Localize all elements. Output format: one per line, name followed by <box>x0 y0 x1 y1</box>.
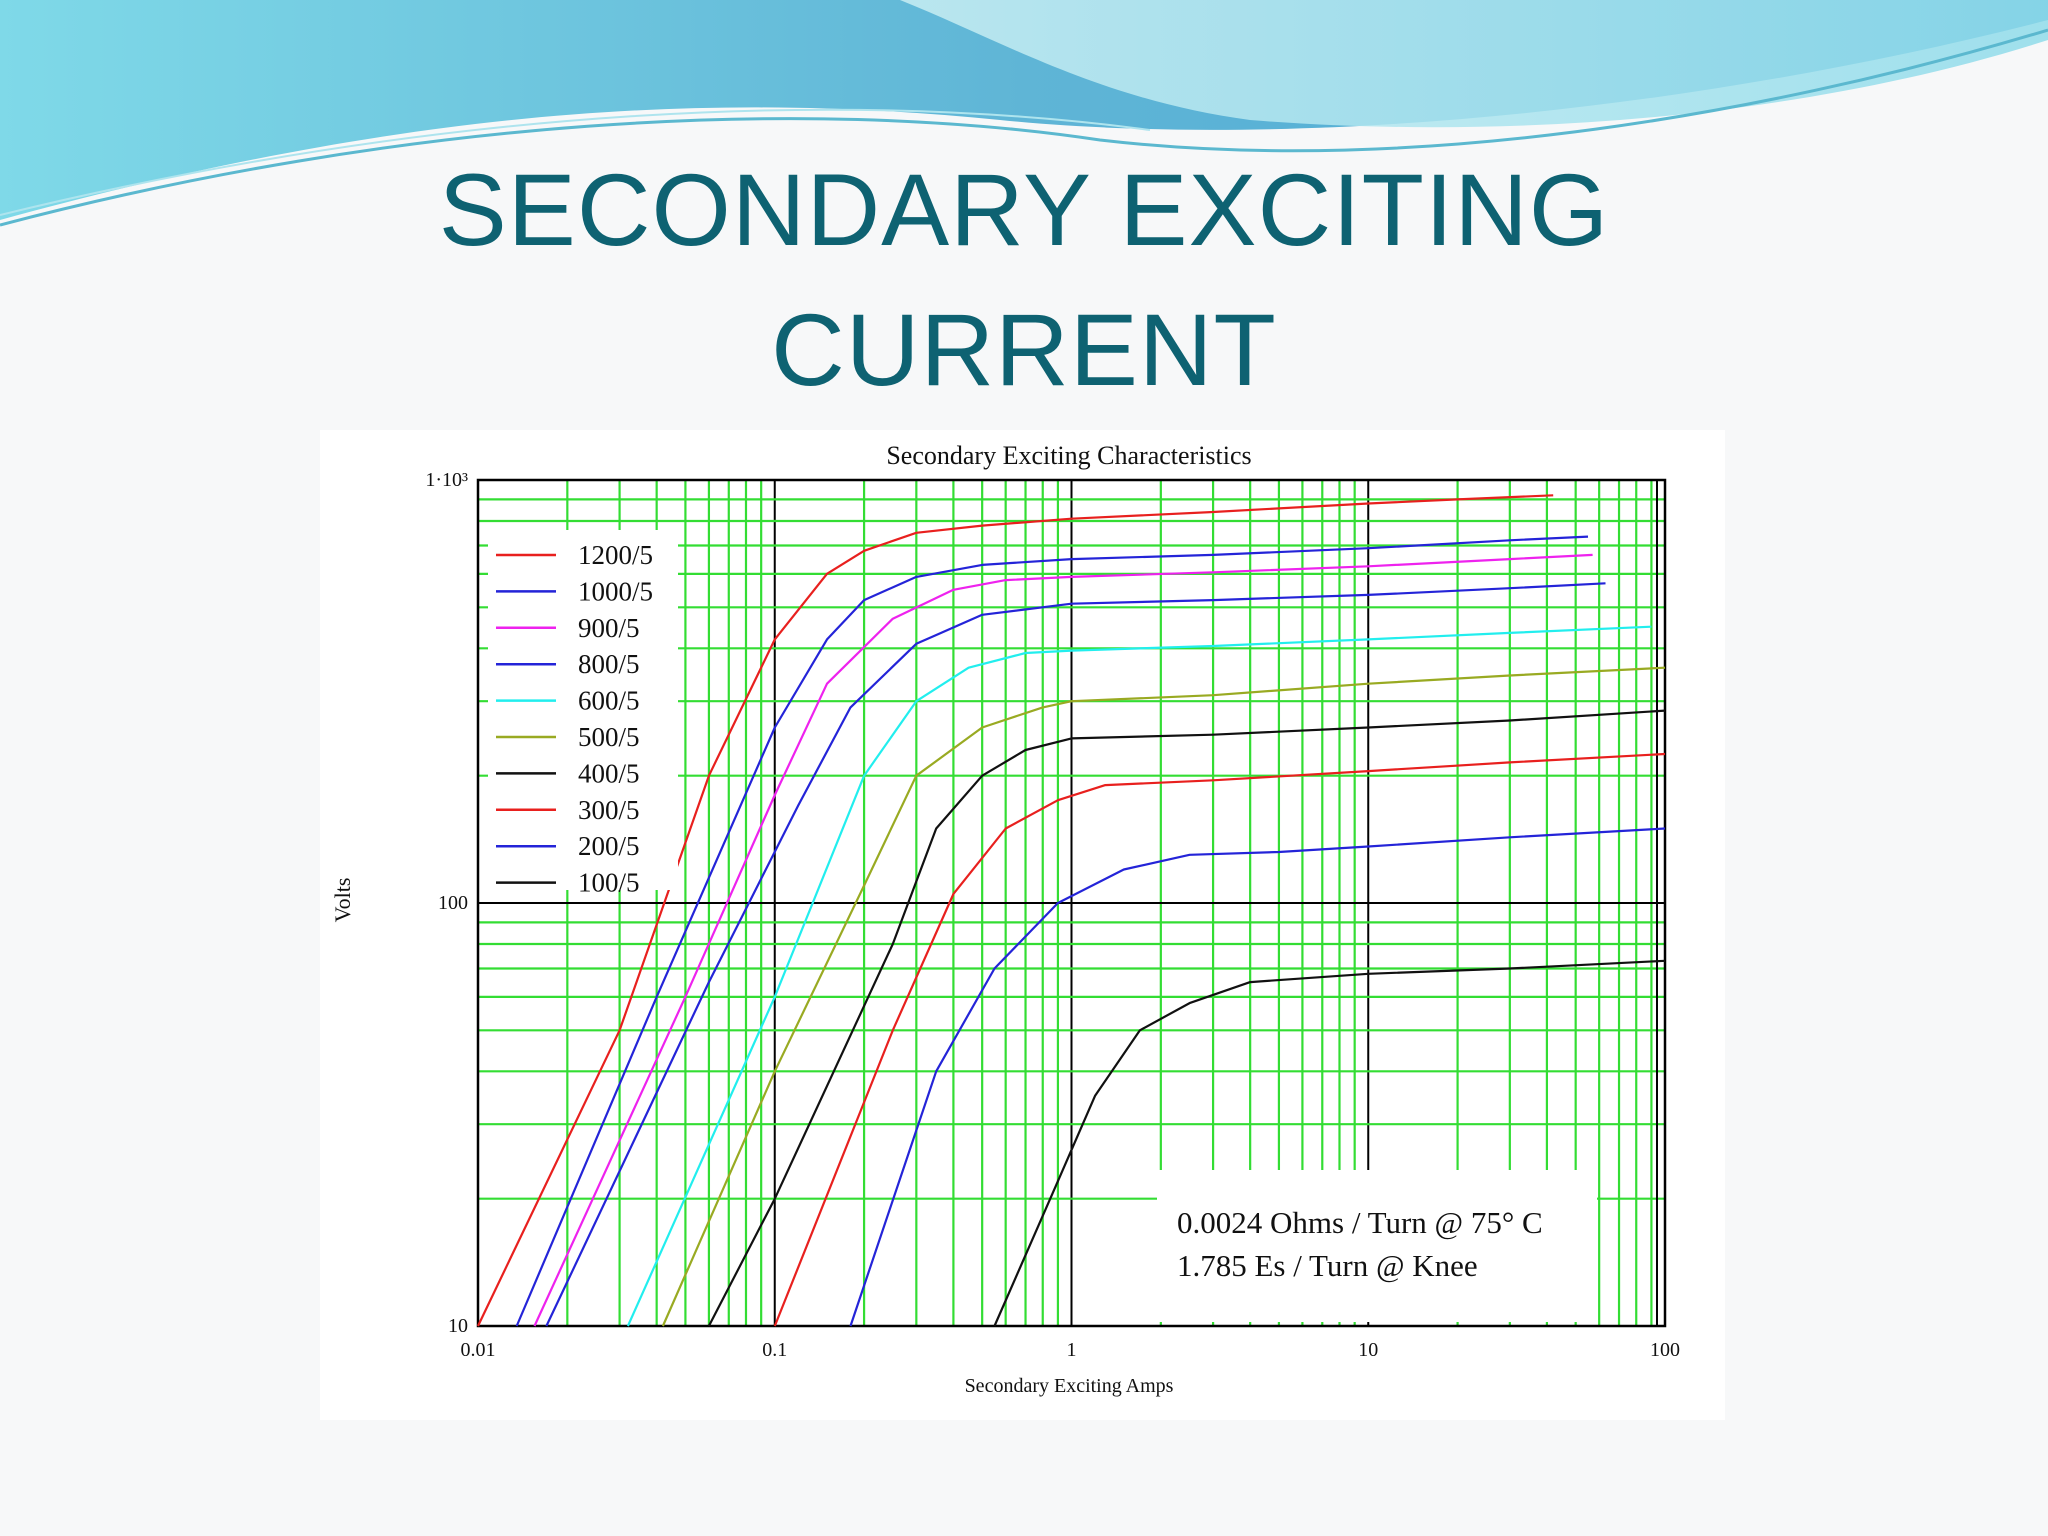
series-lines <box>477 494 1666 1327</box>
x-tick-label: 0.1 <box>762 1339 787 1361</box>
legend-label: 900/5 <box>578 613 640 643</box>
legend-label: 100/5 <box>578 868 640 898</box>
header-wave-decoration <box>0 0 2048 227</box>
series-line-500-5 <box>661 666 1666 1327</box>
legend-label: 1000/5 <box>578 576 653 606</box>
grid <box>476 478 1667 1328</box>
x-tick-label: 10 <box>1358 1339 1378 1361</box>
chart-title: Secondary Exciting Characteristics <box>886 441 1251 470</box>
x-tick-label: 100 <box>1650 1339 1680 1361</box>
y-tick-label: 100 <box>438 892 468 914</box>
x-axis-label: Secondary Exciting Amps <box>965 1375 1174 1397</box>
y-tick-label: 10 <box>448 1315 468 1337</box>
series-line-200-5 <box>849 827 1666 1327</box>
legend-label: 200/5 <box>578 831 640 861</box>
series-line-1000-5 <box>515 535 1589 1327</box>
annotation-line-1: 0.0024 Ohms / Turn @ 75° C <box>1177 1205 1543 1240</box>
plot-frame <box>476 478 1667 1328</box>
tick-labels: 0.01 0.1 1 10 100 10 100 1·10³ <box>425 469 1680 1361</box>
annotation-line-2: 1.785 Es / Turn @ Knee <box>1177 1248 1478 1283</box>
legend-label: 600/5 <box>578 686 640 716</box>
slide-title: SECONDARY EXCITING CURRENT <box>0 140 2048 420</box>
series-line-100-5 <box>993 959 1666 1327</box>
x-tick-label: 0.01 <box>461 1339 496 1361</box>
exciting-characteristics-chart: Secondary Exciting Characteristics Secon… <box>330 441 1680 1397</box>
series-line-600-5 <box>626 625 1652 1327</box>
slide-title-line2: CURRENT <box>771 293 1277 407</box>
series-line-800-5 <box>545 582 1606 1327</box>
chart-panel: Secondary Exciting Characteristics Secon… <box>320 430 1725 1420</box>
legend: 1200/5 1000/5 900/5 800/5 600/5 500/5 400/5 300… <box>488 530 678 898</box>
legend-background <box>488 530 678 890</box>
annotation-box: 0.0024 Ohms / Turn @ 75° C 1.785 Es / Tu… <box>1157 1170 1597 1322</box>
y-tick-label: 1·10³ <box>425 469 468 491</box>
legend-label: 500/5 <box>578 722 640 752</box>
series-line-300-5 <box>773 752 1666 1327</box>
legend-label: 300/5 <box>578 795 640 825</box>
legend-label: 1200/5 <box>578 540 653 570</box>
series-line-1200-5 <box>477 494 1554 1327</box>
y-axis-label: Volts <box>330 878 355 923</box>
series-line-900-5 <box>533 553 1593 1327</box>
legend-label: 400/5 <box>578 758 640 788</box>
x-tick-label: 1 <box>1067 1339 1077 1361</box>
slide-title-line1: SECONDARY EXCITING <box>438 153 1610 267</box>
series-line-400-5 <box>707 709 1666 1327</box>
legend-label: 800/5 <box>578 649 640 679</box>
annotation-background <box>1157 1170 1597 1322</box>
